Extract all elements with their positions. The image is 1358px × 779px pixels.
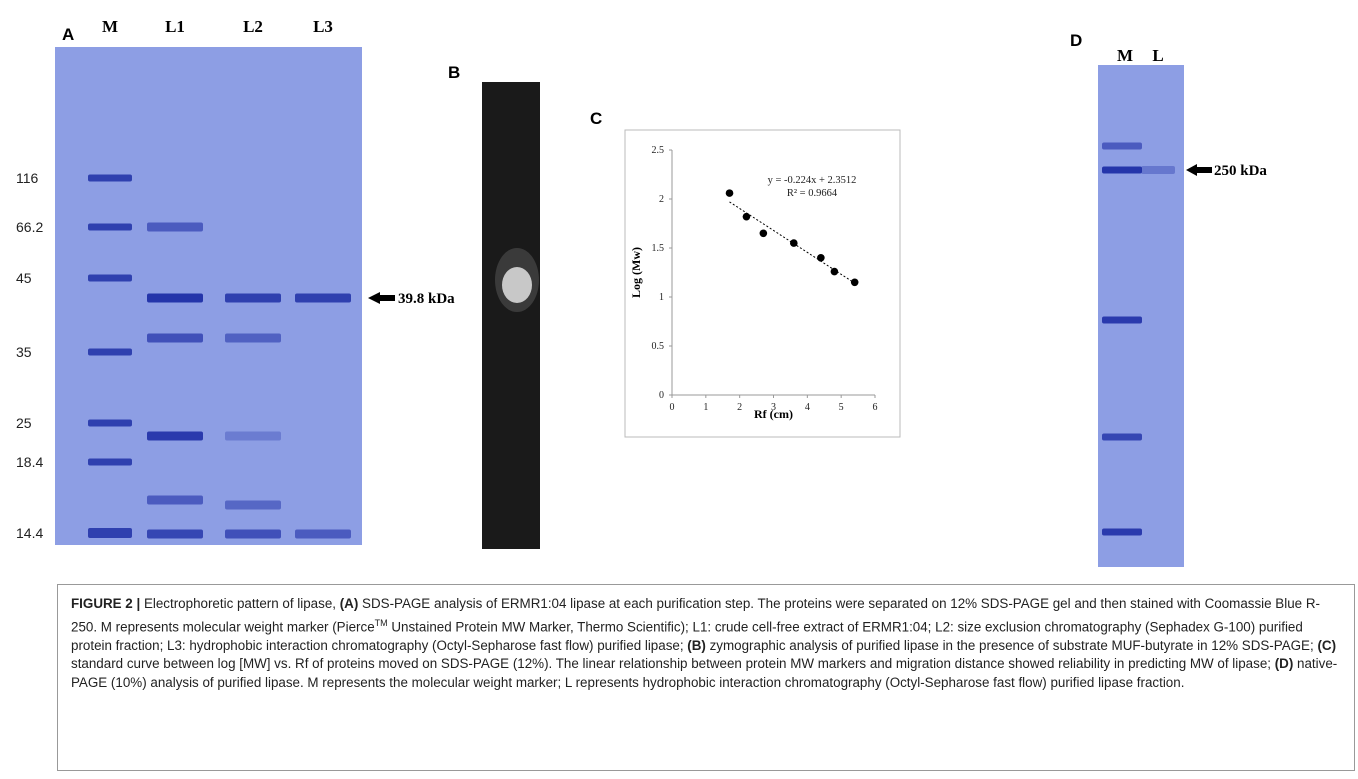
lane-label: L: [1152, 46, 1163, 65]
gel-band: [88, 223, 132, 231]
gel-band: [1141, 166, 1175, 174]
panel-label: B: [448, 63, 460, 82]
gel-band: [147, 222, 203, 232]
r-squared: R² = 0.9664: [787, 188, 838, 199]
gel-band: [1102, 142, 1142, 150]
point: [850, 278, 859, 287]
gel-band: [295, 293, 351, 303]
point: [742, 212, 751, 221]
gel-band: [88, 458, 132, 466]
equation: y = -0.224x + 2.3512: [768, 175, 857, 186]
x-tick-label: 0: [670, 402, 675, 413]
activity-spot: [502, 267, 532, 303]
gel-band: [147, 333, 203, 343]
y-tick-label: 2: [659, 194, 664, 205]
arrow-label: 250 kDa: [1214, 163, 1267, 179]
lane-label: L3: [313, 17, 333, 36]
marker-label: 14.4: [16, 525, 43, 541]
gel-band: [147, 529, 203, 539]
caption-text: Electrophoretic pattern of lipase,: [140, 596, 340, 611]
panel-label: C: [590, 109, 602, 128]
gel-band: [88, 348, 132, 356]
gel-band: [88, 174, 132, 182]
point: [830, 267, 839, 276]
marker-label: 35: [16, 344, 32, 360]
gel-band: [88, 528, 132, 538]
y-tick-label: 1.5: [652, 243, 665, 254]
lane-label: L2: [243, 17, 263, 36]
arrow: [1186, 164, 1212, 176]
x-tick-label: 5: [839, 402, 844, 413]
caption-text: Unstained Protein MW Marker, Thermo Scie…: [71, 619, 1303, 653]
panel-label: D: [1070, 31, 1082, 50]
caption-text: zymographic analysis of purified lipase …: [705, 637, 1318, 653]
point: [759, 229, 768, 238]
caption-text: native-PAGE (10%) analysis of purified l…: [71, 656, 1338, 690]
caption-text: SDS-PAGE analysis of ERMR1:04 lipase at …: [71, 596, 1320, 635]
zymogram: [482, 82, 540, 549]
gel-band: [88, 274, 132, 282]
x-axis-label: Rf (cm): [754, 407, 793, 421]
arrow: [368, 292, 395, 304]
x-tick-label: 2: [737, 402, 742, 413]
gel-band: [295, 529, 351, 539]
y-tick-label: 2.5: [652, 145, 665, 156]
gel-band: [225, 529, 281, 539]
activity-glow: [495, 248, 539, 312]
x-tick-label: 3: [771, 402, 776, 413]
y-tick-label: 0: [659, 390, 664, 401]
caption-text: (D): [1274, 656, 1294, 672]
gel-band: [147, 293, 203, 303]
marker-label: 66.2: [16, 219, 43, 235]
gel: [1098, 65, 1184, 567]
lane-label: M: [102, 17, 118, 36]
gel-band: [147, 495, 203, 505]
marker-label: 18.4: [16, 454, 43, 470]
caption-text: (B): [687, 637, 706, 653]
x-tick-label: 6: [873, 402, 878, 413]
gel-band: [1102, 166, 1142, 174]
y-tick-label: 1: [659, 292, 664, 303]
arrow-label: 39.8 kDa: [398, 291, 455, 307]
point: [790, 239, 798, 247]
caption-text: standard curve between log [MW] vs. Rf o…: [71, 656, 1275, 672]
caption-text: TM: [374, 617, 388, 628]
y-axis-label: Log (Mw): [629, 247, 643, 298]
marker-label: 25: [16, 415, 32, 431]
chart-frame: [624, 129, 901, 438]
x-tick-label: 1: [703, 402, 708, 413]
caption: FIGURE 2 | Electrophoretic pattern of li…: [57, 584, 1355, 771]
caption-text: FIGURE 2 |: [71, 596, 141, 611]
lane-label: L1: [165, 17, 185, 36]
lane-label: M: [1117, 46, 1133, 65]
gel-band: [1102, 528, 1142, 536]
gel-band: [225, 500, 281, 510]
gel-band: [225, 431, 281, 441]
marker-label: 116: [16, 170, 39, 186]
caption-text: (A): [339, 596, 359, 611]
gel-band: [88, 419, 132, 427]
figure: A B C D M L1 L2 L311666.245352518.414.439.8…: [16, 17, 1267, 567]
panel-label: A: [62, 25, 74, 44]
x-tick-label: 4: [805, 402, 810, 413]
y-tick-label: 0.5: [652, 341, 665, 352]
gel-band: [147, 431, 203, 441]
caption-text: (C): [1317, 637, 1337, 653]
point: [817, 253, 825, 262]
point: [725, 189, 734, 197]
gel-band: [1102, 316, 1142, 324]
marker-label: 45: [16, 270, 32, 286]
gel-band: [225, 333, 281, 343]
gel-band: [1102, 433, 1142, 441]
gel-band: [225, 293, 281, 303]
